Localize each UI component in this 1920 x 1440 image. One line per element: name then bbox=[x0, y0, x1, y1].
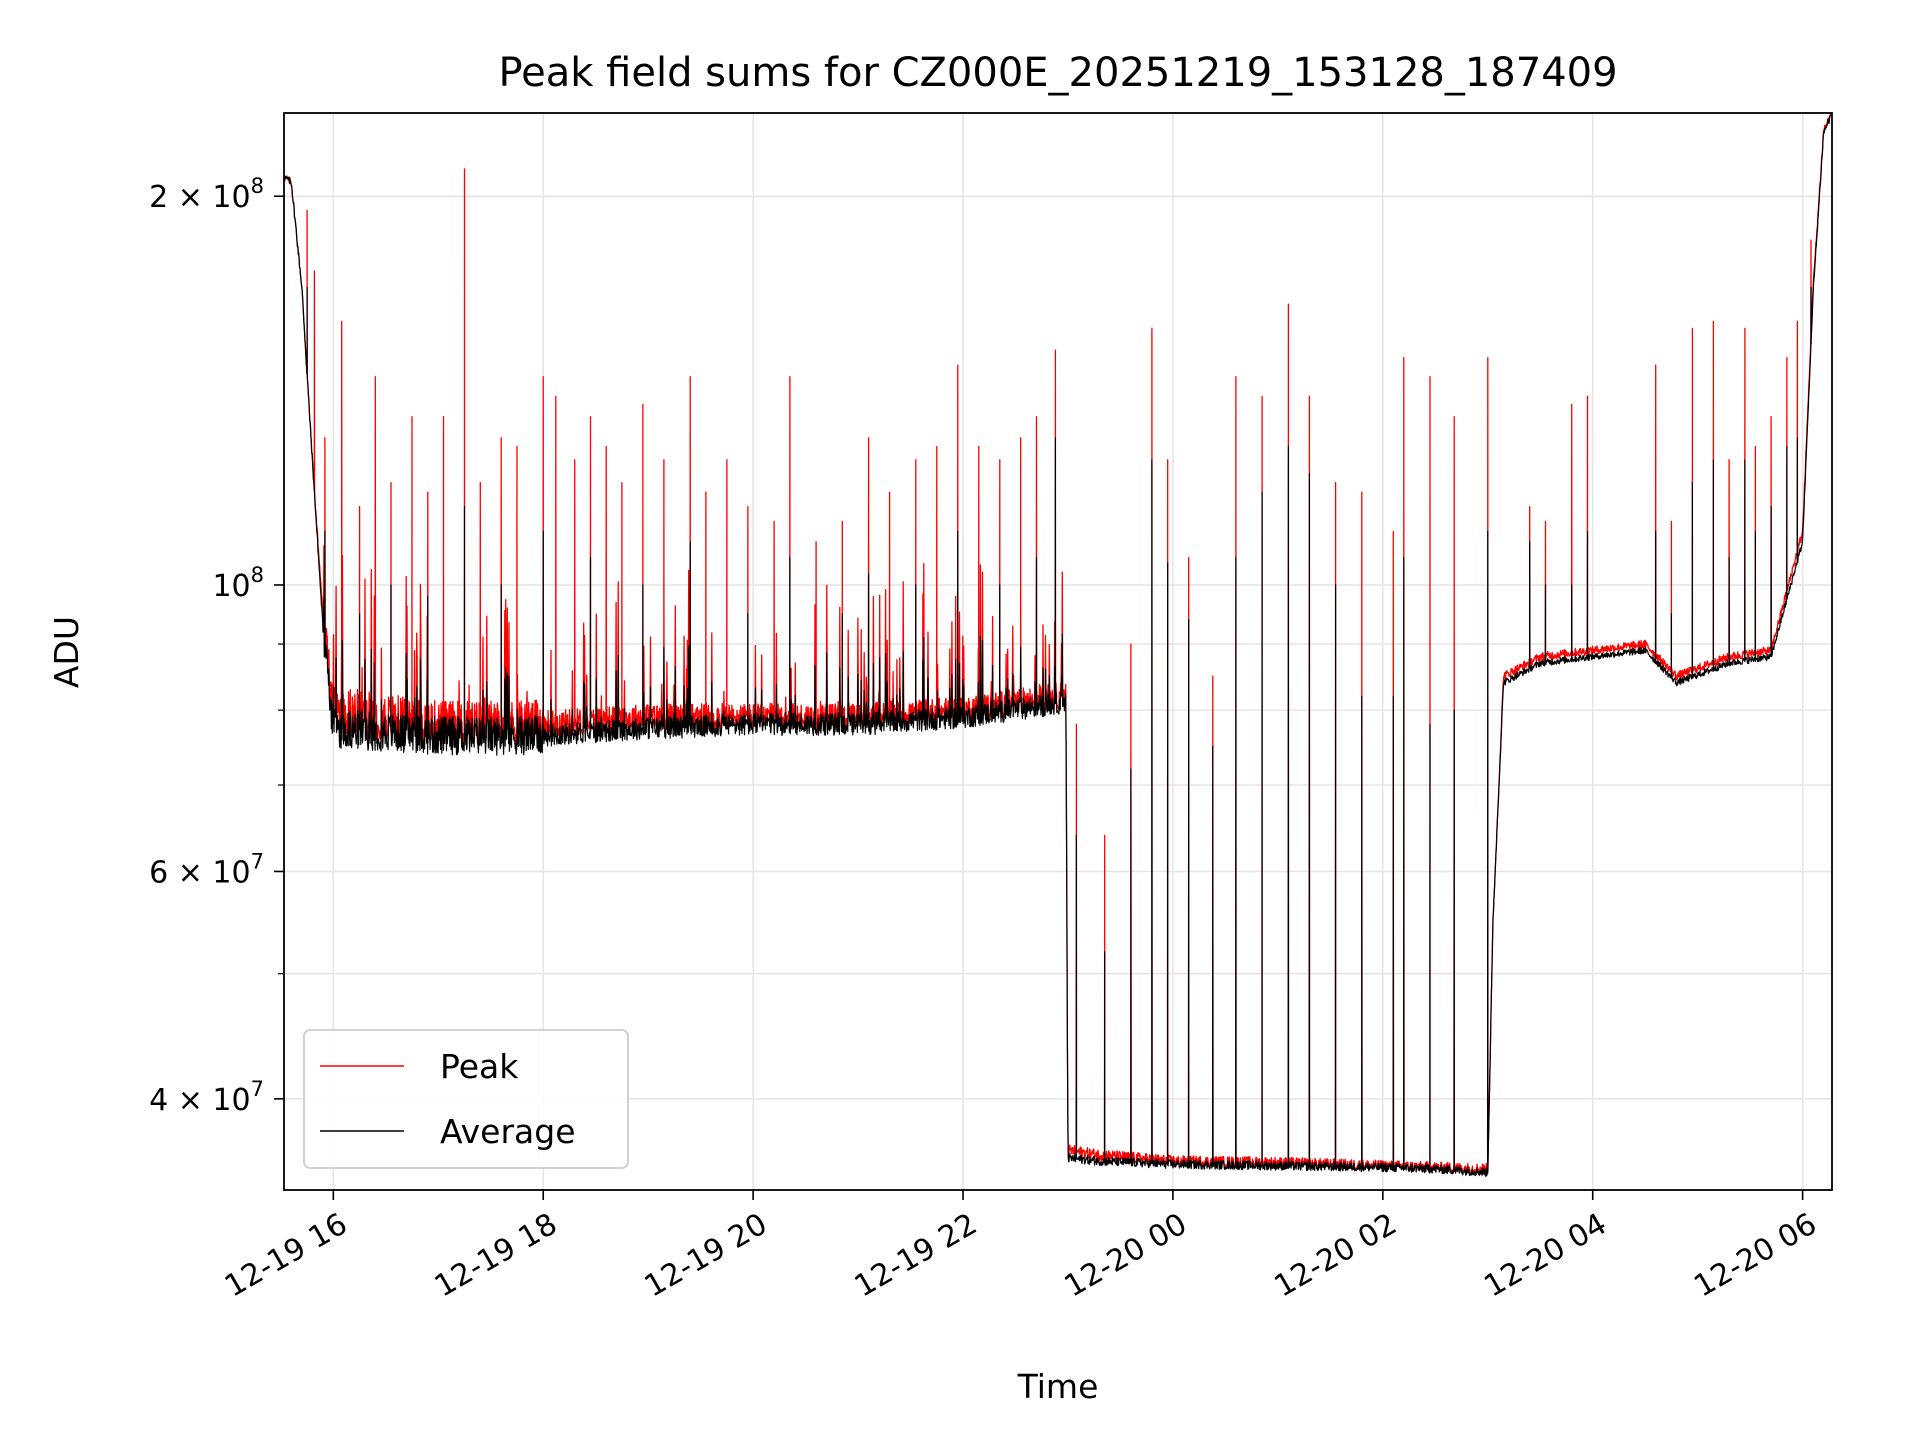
series-line-average bbox=[283, 113, 1833, 1177]
y-tick-label: 2 × 108 bbox=[149, 174, 264, 215]
y-tick-label: 108 bbox=[212, 563, 264, 604]
x-axis-label: Time bbox=[1017, 1367, 1099, 1406]
legend-label-peak: Peak bbox=[440, 1047, 519, 1086]
legend: Peak Average bbox=[303, 1029, 629, 1169]
y-tick-label: 4 × 107 bbox=[149, 1077, 264, 1118]
grid-lines bbox=[284, 113, 1832, 1190]
chart-title: Peak field sums for CZ000E_20251219_1531… bbox=[498, 50, 1617, 96]
y-tick-label: 6 × 107 bbox=[149, 849, 264, 890]
y-axis-label: ADU bbox=[47, 616, 86, 688]
y-axis-ticks: 2 × 108 108 6 × 107 4 × 107 bbox=[149, 174, 284, 1118]
legend-label-average: Average bbox=[440, 1112, 576, 1151]
plot-frame bbox=[283, 112, 1833, 1191]
series-layer bbox=[283, 112, 1833, 1177]
legend-box bbox=[303, 1029, 629, 1169]
